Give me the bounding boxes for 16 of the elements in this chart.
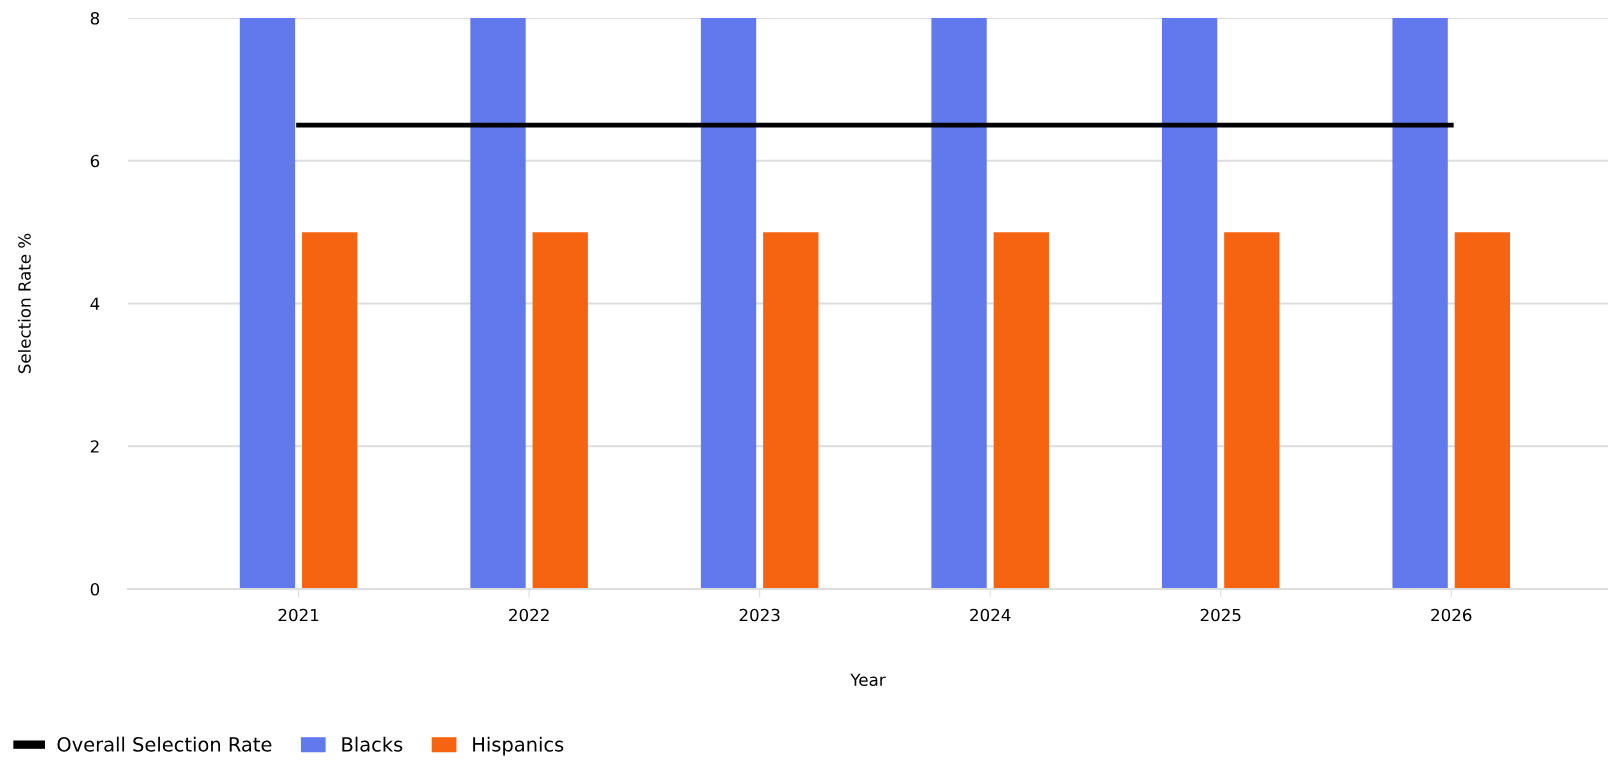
x-tick-label: 2024	[970, 608, 1011, 622]
x-axis-title: Year	[850, 673, 886, 687]
legend-label: Hispanics	[473, 736, 564, 756]
y-tick-label: 4	[90, 297, 100, 310]
y-axis-title: Selection Rate %	[17, 233, 31, 374]
x-tick-label: 2021	[278, 608, 319, 622]
y-tick-label: 6	[90, 154, 100, 168]
x-tick-label: 2023	[739, 608, 780, 622]
legend-label: Blacks	[342, 736, 403, 752]
legend-label: Overall Selection Rate	[57, 736, 272, 752]
y-tick-label: 2	[90, 440, 99, 453]
x-tick-label: 2026	[1431, 608, 1472, 622]
y-tick-label: 8	[90, 11, 100, 25]
y-tick-label: 0	[90, 582, 100, 596]
x-tick-label: 2022	[509, 608, 549, 622]
x-tick-label: 2025	[1200, 608, 1241, 622]
